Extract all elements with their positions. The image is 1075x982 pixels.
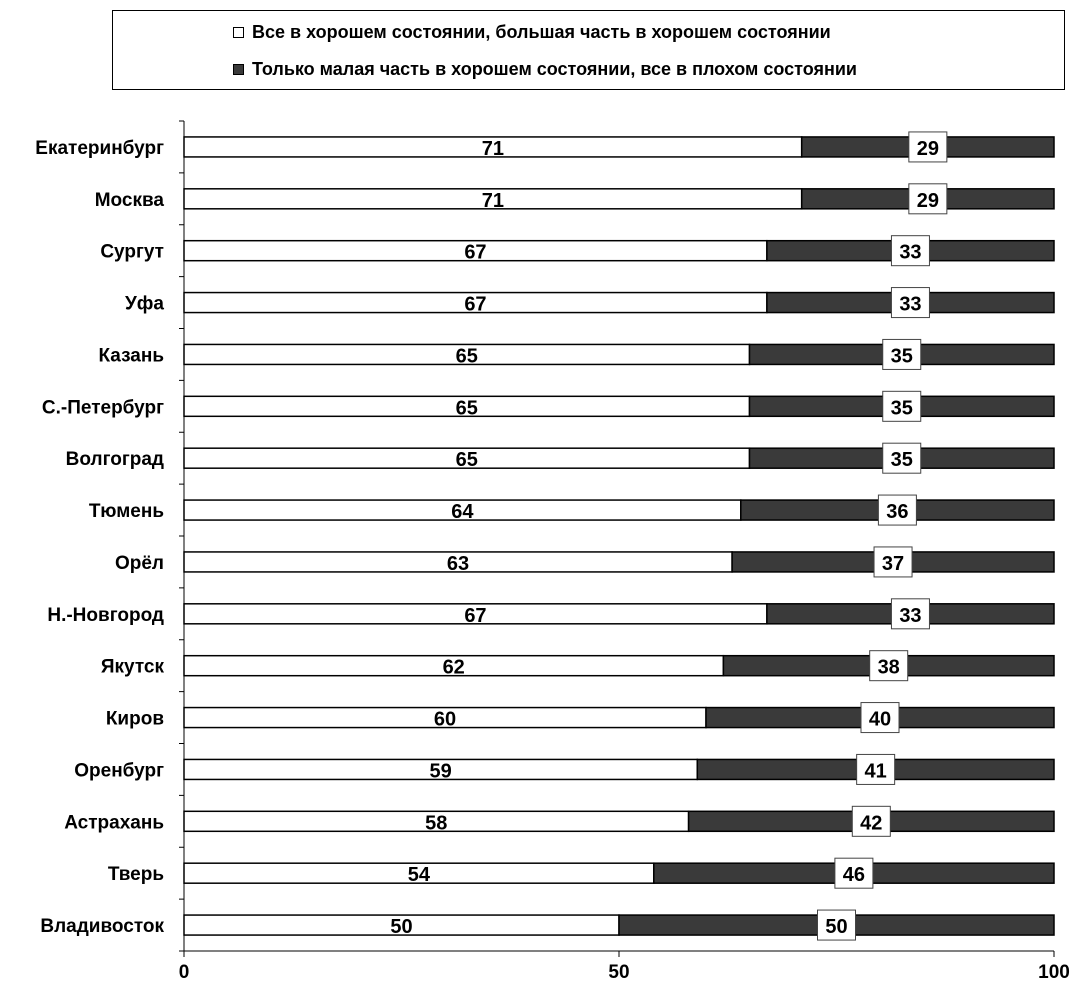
- data-label-bad: 37: [882, 553, 904, 575]
- data-label-good: 59: [430, 760, 452, 782]
- category-label: Уфа: [125, 294, 164, 315]
- data-label-bad: 46: [843, 864, 865, 886]
- category-label: Н.-Новгород: [47, 605, 164, 626]
- data-label-box: [890, 235, 930, 267]
- data-label-good: 65: [456, 449, 478, 471]
- legend: Все в хорошем состоянии, большая часть в…: [112, 10, 1065, 90]
- data-label-box: [882, 442, 922, 474]
- x-tick-label: 0: [179, 962, 190, 982]
- category-label: Оренбург: [74, 760, 164, 781]
- category-label: Якутск: [101, 657, 165, 678]
- data-label-bad: 35: [891, 449, 913, 471]
- data-label-bad: 35: [891, 397, 913, 419]
- data-label-box: [882, 390, 922, 422]
- category-label: Волгоград: [66, 449, 164, 470]
- data-label-good: 71: [482, 138, 504, 160]
- data-label-good: 54: [408, 864, 431, 886]
- data-label-box: [908, 183, 948, 215]
- data-label-good: 60: [434, 709, 456, 731]
- data-label-box: [877, 494, 917, 526]
- data-label-good: 62: [443, 657, 465, 679]
- legend-item-bad: Только малая часть в хорошем состоянии, …: [233, 57, 857, 81]
- data-label-good: 71: [482, 190, 504, 212]
- legend-label-bad: Только малая часть в хорошем состоянии, …: [252, 58, 857, 79]
- legend-swatch-good: [233, 26, 244, 38]
- data-label-good: 50: [390, 916, 412, 938]
- category-label: Астрахань: [64, 812, 164, 833]
- category-label: Москва: [95, 190, 165, 211]
- data-label-bad: 29: [917, 138, 939, 160]
- legend-swatch-bad: [233, 63, 244, 75]
- data-label-box: [860, 702, 900, 734]
- data-label-bad: 35: [891, 345, 913, 367]
- data-label-box: [882, 338, 922, 370]
- data-label-bad: 41: [865, 760, 887, 782]
- data-label-box: [890, 598, 930, 630]
- data-label-good: 65: [456, 345, 478, 367]
- data-label-box: [869, 650, 909, 682]
- data-label-bad: 33: [899, 294, 921, 316]
- data-label-good: 65: [456, 397, 478, 419]
- data-label-good: 67: [464, 294, 486, 316]
- category-label: Тверь: [108, 864, 164, 885]
- data-label-box: [908, 131, 948, 163]
- data-label-bad: 50: [825, 916, 847, 938]
- category-label: Киров: [106, 709, 164, 730]
- data-label-box: [817, 909, 856, 941]
- legend-label-good: Все в хорошем состоянии, большая часть в…: [252, 21, 831, 42]
- x-tick-label: 100: [1038, 962, 1070, 982]
- data-label-bad: 36: [886, 501, 908, 523]
- data-label-box: [834, 857, 874, 889]
- data-label-box: [856, 753, 896, 785]
- data-label-good: 63: [447, 553, 469, 575]
- data-label-bad: 33: [899, 242, 921, 264]
- data-label-good: 64: [451, 501, 474, 523]
- category-label: Екатеринбург: [35, 138, 164, 159]
- category-label: Тюмень: [89, 501, 164, 522]
- data-label-box: [890, 287, 930, 319]
- data-label-bad: 29: [917, 190, 939, 212]
- legend-item-good: Все в хорошем состоянии, большая часть в…: [233, 20, 831, 44]
- data-label-bad: 40: [869, 709, 891, 731]
- data-label-good: 67: [464, 605, 486, 627]
- category-label: Владивосток: [40, 916, 164, 937]
- data-label-bad: 42: [860, 812, 882, 834]
- data-label-box: [873, 546, 913, 578]
- category-label: Орёл: [115, 553, 164, 574]
- data-label-good: 67: [464, 242, 486, 264]
- x-tick-label: 50: [608, 962, 629, 982]
- category-label: Казань: [98, 345, 164, 366]
- data-label-box: [851, 805, 891, 837]
- data-label-good: 58: [425, 812, 447, 834]
- category-label: Сургут: [100, 242, 164, 263]
- data-label-bad: 38: [878, 657, 900, 679]
- data-label-bad: 33: [899, 605, 921, 627]
- category-label: С.-Петербург: [42, 397, 164, 418]
